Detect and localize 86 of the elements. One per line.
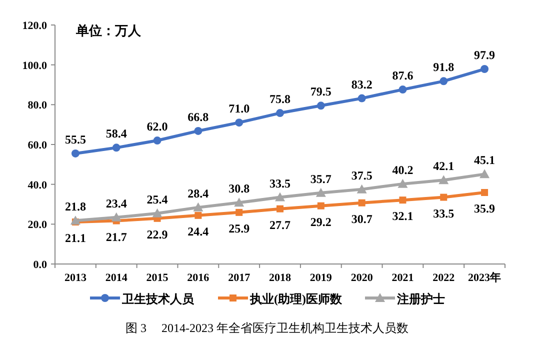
data-label: 30.7 <box>351 212 372 226</box>
point <box>316 102 325 110</box>
point <box>111 212 122 222</box>
x-tick-label: 2022 <box>432 272 456 284</box>
data-label: 58.4 <box>106 126 127 141</box>
y-tick-label: 120.0 <box>22 20 48 32</box>
point <box>398 178 408 188</box>
point <box>356 184 367 194</box>
point <box>153 136 162 145</box>
y-tick-label: 60.0 <box>28 140 48 152</box>
point <box>358 94 366 102</box>
point <box>438 175 449 184</box>
data-label: 75.8 <box>270 92 290 106</box>
x-tick-label: 2017 <box>228 272 251 284</box>
data-label: 21.1 <box>64 230 86 245</box>
point <box>398 86 407 94</box>
y-tick-label: 80.0 <box>28 100 48 112</box>
data-label: 40.2 <box>392 162 414 177</box>
point <box>112 144 120 152</box>
data-label: 83.2 <box>351 77 372 92</box>
data-label: 21.7 <box>106 230 127 244</box>
annotation: 单位：万人 <box>75 23 142 38</box>
data-label: 42.1 <box>433 159 454 174</box>
data-label: 24.4 <box>188 224 209 238</box>
data-label: 35.9 <box>474 202 496 216</box>
point <box>194 126 202 135</box>
point <box>194 212 202 219</box>
x-tick-label: 2023年 <box>468 271 502 284</box>
point <box>480 65 489 74</box>
y-tick-label: 40.0 <box>28 179 48 192</box>
data-label: 79.5 <box>310 84 332 99</box>
point <box>275 192 285 202</box>
data-label: 22.9 <box>146 227 168 242</box>
data-label: 33.5 <box>433 206 454 220</box>
data-label: 29.2 <box>310 214 332 229</box>
point <box>440 194 448 201</box>
point <box>235 118 244 127</box>
data-label: 87.6 <box>392 68 414 83</box>
data-label: 30.8 <box>228 182 250 196</box>
data-label: 91.8 <box>433 60 454 74</box>
data-label: 71.0 <box>228 102 250 116</box>
point <box>193 202 204 212</box>
x-tick-label: 2015 <box>146 272 169 284</box>
point <box>481 189 488 196</box>
text: 图 3 2014-2023 年全省医疗卫生机构卫生技术人员数 <box>126 321 408 335</box>
data-label: 25.4 <box>146 192 168 206</box>
x-tick-label: 2019 <box>310 272 332 284</box>
point <box>71 149 80 158</box>
data-label: 25.9 <box>228 221 250 236</box>
data-label: 66.8 <box>188 110 209 124</box>
point <box>236 208 243 216</box>
point <box>276 109 284 118</box>
y-tick-label: 0.0 <box>33 259 48 271</box>
x-tick-label: 2021 <box>392 272 414 284</box>
x-tick-label: 2020 <box>350 272 374 284</box>
data-label: 97.9 <box>474 48 496 62</box>
data-label: 32.1 <box>392 209 414 224</box>
point <box>276 205 284 212</box>
point <box>480 169 490 178</box>
data-label: 62.0 <box>146 120 168 134</box>
point <box>316 188 326 197</box>
x-tick-label: 2014 <box>105 272 128 284</box>
y-tick-label: 100.0 <box>22 60 48 72</box>
legend-label: 注册护士 <box>396 292 445 306</box>
point <box>317 202 324 210</box>
x-tick-label: 2016 <box>187 272 210 284</box>
data-label: 28.4 <box>188 186 209 200</box>
data-label: 21.8 <box>64 200 86 214</box>
point <box>70 216 80 225</box>
legend-label: 卫生技术人员 <box>121 292 195 306</box>
y-tick-label: 20.0 <box>28 219 48 232</box>
legend-label: 执业(助理)医师数 <box>249 292 343 306</box>
data-label: 27.7 <box>270 218 290 232</box>
data-label: 35.7 <box>310 172 332 186</box>
point <box>358 199 366 206</box>
x-tick-label: 2013 <box>64 272 87 284</box>
x-tick-label: 2018 <box>269 272 292 284</box>
point <box>234 198 244 207</box>
data-label: 33.5 <box>270 176 290 190</box>
point <box>399 196 406 204</box>
point <box>440 77 448 86</box>
data-label: 45.1 <box>474 153 496 168</box>
data-label: 23.4 <box>106 196 127 210</box>
data-label: 55.5 <box>64 132 86 146</box>
data-label: 37.5 <box>351 168 372 182</box>
point <box>152 208 162 218</box>
